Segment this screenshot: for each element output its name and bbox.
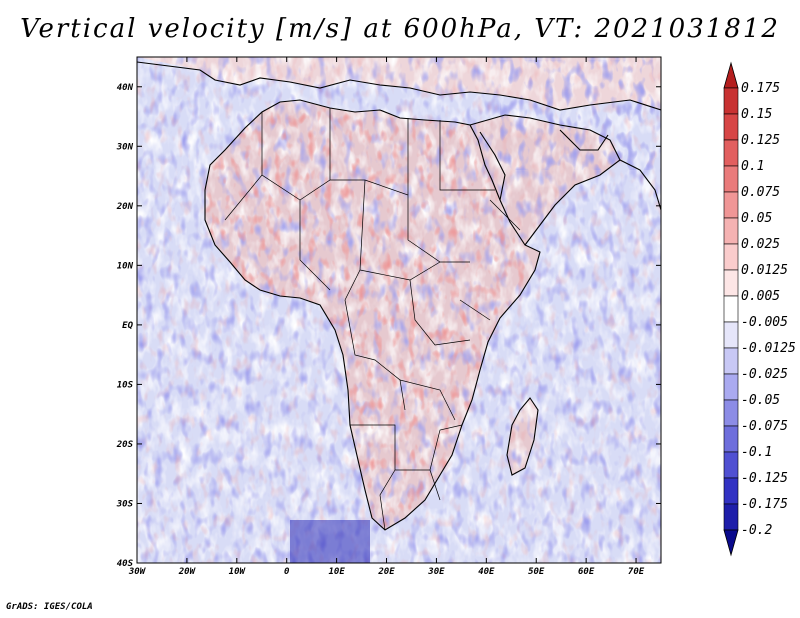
- lat-label: 40N: [117, 83, 134, 93]
- colorbar-label: -0.175: [741, 497, 788, 512]
- colorbar-top-arrow: [723, 61, 739, 89]
- lon-label: 30E: [427, 567, 445, 577]
- lat-label: 20N: [116, 202, 134, 212]
- map-title: Vertical velocity [m/s] at 600hPa, VT: 2…: [20, 14, 780, 44]
- colorbar-label: -0.125: [741, 471, 788, 486]
- colorbar-label: 0.125: [741, 133, 780, 148]
- colorbar-label: 0.025: [741, 237, 780, 252]
- colorbar-swatch: [723, 87, 739, 115]
- lat-label: EQ: [122, 321, 133, 331]
- country-borders: [224, 108, 521, 531]
- lat-label: 20S: [116, 440, 134, 450]
- colorbar-label: -0.005: [741, 315, 788, 330]
- colorbar-label: -0.0125: [741, 341, 796, 356]
- lat-label: 30S: [116, 499, 134, 509]
- colorbar-label: 0.05: [741, 211, 772, 226]
- colorbar-swatch: [723, 191, 739, 219]
- velocity-field: [137, 57, 661, 563]
- colorbar-bottom-arrow: [723, 529, 739, 557]
- footer-credit: GrADS: IGES/COLA: [6, 602, 93, 612]
- colorbar-label: -0.025: [741, 367, 788, 382]
- lat-label: 30N: [116, 142, 134, 152]
- colorbar-swatch: [723, 451, 739, 479]
- lat-label: 10N: [117, 261, 134, 271]
- colorbar-swatch: [723, 295, 739, 323]
- colorbar-swatch: [723, 399, 739, 427]
- colorbar-label: -0.05: [741, 393, 780, 408]
- colorbar-label: 0.075: [741, 185, 780, 200]
- lat-label: 10S: [117, 380, 134, 390]
- longitude-axis: 30W 20W 10W 0 10E 20E 30E 40E 50E 60E 70E: [128, 57, 645, 577]
- latitude-axis: 40N 30N 20N 10N EQ 10S 20S 30S 40S: [116, 83, 661, 569]
- lon-label: 40E: [478, 567, 495, 577]
- colorbar-label: 0.175: [741, 81, 780, 96]
- coastlines: [137, 61, 661, 531]
- lon-label: 10W: [229, 567, 247, 577]
- lon-label: 60E: [578, 567, 595, 577]
- colorbar-label: 0.0125: [741, 263, 788, 278]
- lon-label: 50E: [528, 567, 545, 577]
- colorbar-swatch: [723, 347, 739, 375]
- colorbar-label: 0.15: [741, 107, 772, 122]
- colorbar-label: -0.1: [741, 445, 772, 460]
- lon-label: 20W: [178, 567, 197, 577]
- colorbar: 0.175 0.15 0.125 0.1 0.075 0.05 0.025 0.0125 0.0…: [723, 61, 796, 557]
- colorbar-swatch: [723, 217, 739, 245]
- colorbar-label: 0.1: [741, 159, 764, 174]
- colorbar-swatch: [723, 113, 739, 141]
- lon-label: 0: [284, 567, 290, 577]
- colorbar-swatch: [723, 243, 739, 271]
- colorbar-swatch: [723, 321, 739, 349]
- colorbar-label: -0.2: [741, 523, 772, 538]
- colorbar-swatch: [723, 373, 739, 401]
- colorbar-swatch: [723, 165, 739, 193]
- lat-label: 40S: [117, 559, 134, 569]
- colorbar-swatch: [723, 139, 739, 167]
- colorbar-swatch: [723, 425, 739, 453]
- colorbar-label: 0.005: [741, 289, 780, 304]
- lon-label: 30W: [128, 567, 147, 577]
- colorbar-label: -0.075: [741, 419, 788, 434]
- lon-label: 10E: [328, 567, 345, 577]
- lon-label: 20E: [377, 567, 395, 577]
- plot-frame: [136, 56, 662, 564]
- colorbar-swatch: [723, 477, 739, 505]
- colorbar-swatch: [723, 503, 739, 531]
- colorbar-swatch: [723, 269, 739, 297]
- lon-label: 70E: [628, 567, 645, 577]
